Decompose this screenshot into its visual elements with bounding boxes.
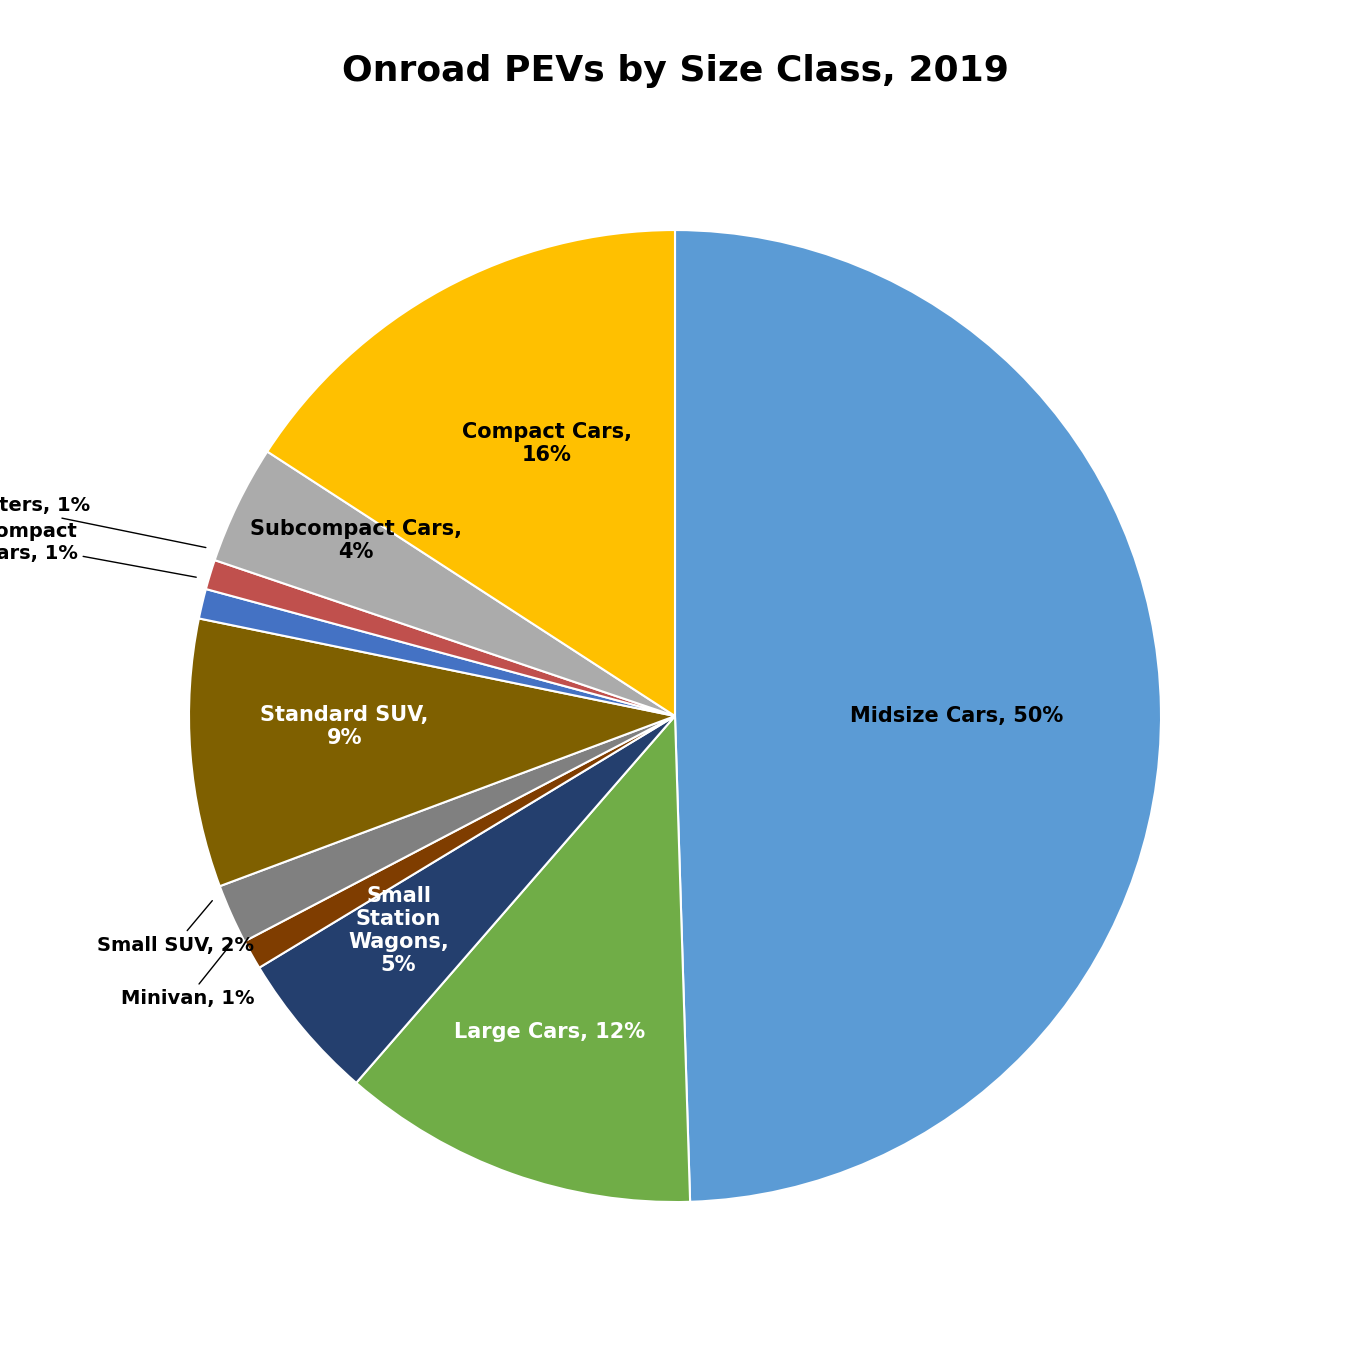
- Wedge shape: [244, 716, 675, 967]
- Title: Onroad PEVs by Size Class, 2019: Onroad PEVs by Size Class, 2019: [342, 54, 1008, 88]
- Text: Large Cars, 12%: Large Cars, 12%: [454, 1023, 645, 1043]
- Text: Subcompact Cars,
4%: Subcompact Cars, 4%: [250, 519, 462, 562]
- Text: Minicompact
Cars, 1%: Minicompact Cars, 1%: [0, 521, 196, 577]
- Wedge shape: [198, 589, 675, 716]
- Wedge shape: [207, 561, 675, 716]
- Text: Midsize Cars, 50%: Midsize Cars, 50%: [850, 707, 1064, 725]
- Text: Standard SUV,
9%: Standard SUV, 9%: [261, 705, 429, 748]
- Wedge shape: [215, 451, 675, 716]
- Text: Minivan, 1%: Minivan, 1%: [120, 943, 254, 1008]
- Text: Two Seaters, 1%: Two Seaters, 1%: [0, 496, 205, 547]
- Wedge shape: [189, 619, 675, 886]
- Wedge shape: [675, 230, 1161, 1202]
- Wedge shape: [220, 716, 675, 942]
- Text: Compact Cars,
16%: Compact Cars, 16%: [462, 422, 632, 465]
- Text: Small SUV, 2%: Small SUV, 2%: [97, 901, 254, 955]
- Wedge shape: [259, 716, 675, 1084]
- Wedge shape: [356, 716, 690, 1202]
- Text: Small
Station
Wagons,
5%: Small Station Wagons, 5%: [348, 886, 450, 975]
- Wedge shape: [267, 230, 675, 716]
